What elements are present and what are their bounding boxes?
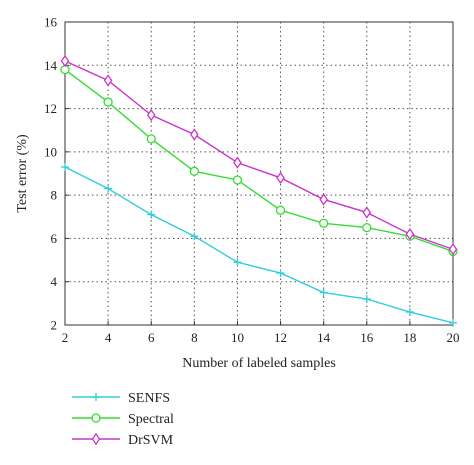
data-point-drsvm [362, 206, 372, 219]
data-point-drsvm [190, 128, 199, 141]
x-tick-label: 14 [317, 330, 331, 345]
y-tick-label: 8 [51, 188, 58, 203]
data-point-senfs [449, 318, 457, 327]
data-point-drsvm [448, 243, 458, 256]
data-point-senfs [276, 269, 285, 278]
data-point-senfs [190, 232, 199, 241]
x-tick-label: 10 [231, 330, 244, 345]
data-point-spectral [275, 205, 286, 215]
y-axis-label: Test error (%) [15, 134, 30, 213]
data-point-drsvm [103, 74, 113, 87]
data-point-spectral [146, 134, 156, 144]
x-tick-label: 12 [274, 330, 287, 345]
series-line-drsvm [64, 60, 454, 250]
legend-item-drsvm: DrSVM [72, 432, 174, 448]
x-axis-ticks: 2 4 6 8 10 12 14 16 18 20 [62, 321, 460, 345]
legend-marker-drsvm [91, 432, 101, 446]
data-point-spectral [319, 218, 329, 228]
data-point-spectral [189, 166, 199, 176]
y-tick-label: 10 [44, 144, 57, 159]
series-layer [60, 54, 458, 327]
y-tick-label: 4 [51, 274, 58, 289]
legend-item-spectral: Spectral [72, 412, 174, 427]
series-senfs [61, 163, 457, 327]
x-tick-label: 18 [403, 330, 416, 345]
grid-lines [65, 22, 453, 325]
legend-item-senfs: SENFS [72, 391, 170, 406]
data-point-drsvm [233, 156, 242, 169]
series-spectral [60, 64, 458, 257]
data-point-senfs [147, 210, 156, 219]
y-tick-label: 12 [44, 101, 57, 116]
data-point-drsvm [276, 171, 285, 184]
legend-label-spectral: Spectral [128, 412, 174, 427]
legend-label-senfs: SENFS [128, 391, 170, 406]
x-tick-label: 16 [360, 330, 374, 345]
data-point-spectral [103, 97, 113, 107]
x-tick-label: 6 [148, 330, 155, 345]
y-tick-label: 16 [44, 15, 58, 30]
legend-label-drsvm: DrSVM [128, 433, 174, 448]
x-tick-label: 8 [191, 330, 198, 345]
x-tick-label: 20 [447, 330, 460, 345]
data-point-drsvm [60, 54, 70, 68]
data-point-spectral [362, 222, 372, 233]
data-point-drsvm [146, 108, 156, 122]
y-tick-label: 14 [44, 58, 58, 73]
y-tick-label: 2 [51, 318, 58, 333]
data-point-senfs [362, 295, 371, 304]
data-point-drsvm [405, 227, 415, 241]
legend: SENFS Spectral DrSVM [72, 391, 174, 448]
data-point-drsvm [319, 193, 328, 206]
data-point-senfs [319, 288, 328, 297]
data-point-senfs [405, 308, 414, 317]
data-point-senfs [61, 163, 69, 172]
plot-frame [64, 21, 454, 326]
y-tick-label: 6 [51, 231, 58, 246]
x-axis-label: Number of labeled samples [182, 356, 336, 371]
x-tick-label: 4 [105, 330, 112, 345]
data-point-senfs [233, 258, 242, 267]
y-axis-ticks: 2 4 6 8 10 12 14 16 [44, 15, 69, 333]
legend-marker-senfs [92, 393, 100, 401]
data-point-senfs [104, 184, 113, 193]
series-line-spectral [64, 69, 454, 253]
data-point-spectral [232, 175, 243, 185]
series-line-senfs [64, 166, 454, 324]
series-drsvm [60, 54, 458, 256]
legend-marker-spectral [91, 413, 101, 423]
x-tick-label: 2 [62, 330, 69, 345]
